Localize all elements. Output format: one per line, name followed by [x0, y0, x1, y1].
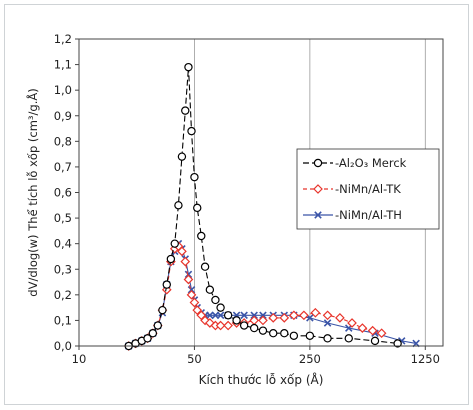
legend-marker	[314, 211, 322, 219]
axis-ticks: 10 50 250 1250 0,0 0,1 0,2 0,3 0,4 0,5 0,6 0,7 0,8 0,…	[54, 32, 440, 366]
data-point	[177, 246, 187, 257]
y-axis-label: dV/dlog(w) Thể tích lỗ xốp (cm³/g.Å)	[25, 88, 40, 296]
data-point	[183, 274, 194, 285]
data-point	[180, 256, 191, 267]
data-point	[153, 321, 162, 330]
data-point	[205, 285, 215, 294]
data-point	[187, 126, 196, 136]
y-tick-label: 0,0	[54, 339, 72, 353]
data-point	[177, 152, 187, 161]
data-point	[223, 320, 233, 331]
y-tick-label: 0,5	[54, 211, 72, 225]
data-point	[357, 323, 368, 333]
data-point	[211, 295, 220, 305]
data-point	[158, 305, 167, 315]
data-point	[197, 231, 206, 241]
data-point	[187, 285, 196, 294]
y-tick-label: 1,1	[54, 58, 72, 72]
y-tick-label: 0,4	[54, 237, 72, 251]
data-point	[305, 331, 315, 340]
data-point	[206, 311, 214, 320]
data-point	[370, 336, 380, 346]
y-tick-label: 0,6	[54, 186, 72, 200]
data-point	[269, 329, 278, 338]
legend: -Al₂O₃ Merck -NiMn/Al-TK -NiMn/Al-TH	[296, 148, 440, 230]
legend-label: -NiMn/Al-TH	[335, 208, 402, 222]
data-point	[223, 311, 233, 320]
data-point	[250, 311, 258, 320]
x-tick-label: 1250	[411, 352, 440, 366]
y-tick-label: 1,2	[54, 32, 72, 46]
data-point	[323, 334, 332, 343]
data-point	[280, 329, 289, 338]
data-point	[289, 310, 299, 321]
data-point	[200, 262, 210, 271]
x-tick-label: 10	[72, 352, 87, 366]
data-point	[174, 201, 183, 210]
series-layer	[123, 62, 420, 351]
legend-marker	[313, 184, 323, 194]
data-point	[376, 328, 387, 339]
data-point	[143, 334, 152, 343]
data-point	[181, 106, 190, 115]
y-tick-label: 0,7	[54, 160, 72, 174]
data-point	[192, 305, 203, 316]
data-point	[240, 311, 248, 320]
data-point	[393, 339, 402, 348]
y-tick-label: 0,9	[54, 109, 72, 123]
series-1	[123, 241, 387, 351]
legend-label: -Al₂O₃ Merck	[335, 156, 407, 170]
data-point	[166, 254, 176, 264]
data-point	[322, 310, 333, 321]
legend-label: -NiMn/Al-TK	[335, 182, 401, 196]
data-point	[193, 203, 202, 213]
data-point	[216, 303, 225, 312]
data-point	[367, 325, 378, 336]
data-point	[216, 311, 225, 320]
x-tick-label: 50	[187, 352, 202, 366]
data-point	[148, 329, 158, 338]
data-point	[215, 320, 226, 331]
data-point	[189, 297, 200, 308]
data-point	[162, 280, 171, 289]
data-point	[259, 311, 267, 320]
data-point	[170, 239, 179, 248]
legend-marker	[313, 158, 323, 168]
data-point	[239, 321, 249, 330]
x-tick-label: 250	[299, 352, 321, 366]
data-point	[184, 270, 193, 279]
y-tick-label: 0,2	[54, 288, 72, 302]
data-point	[347, 318, 357, 328]
data-point	[289, 331, 299, 340]
pore-size-distribution-chart: 10 50 250 1250 0,0 0,1 0,2 0,3 0,4 0,5 0,6 0,7 0,8 0,…	[25, 32, 444, 387]
data-point	[196, 310, 207, 321]
data-point	[344, 334, 353, 343]
series-0	[124, 62, 402, 351]
x-axis-label: Kích thước lỗ xốp (Å)	[199, 372, 324, 387]
y-tick-label: 0,3	[54, 262, 72, 276]
chart-frame: 10 50 250 1250 0,0 0,1 0,2 0,3 0,4 0,5 0,6 0,7 0,8 0,…	[4, 4, 469, 405]
data-point	[279, 313, 290, 323]
data-point	[323, 319, 332, 327]
data-point	[258, 315, 268, 326]
data-point	[310, 307, 321, 318]
y-tick-label: 0,8	[54, 134, 72, 148]
data-point	[184, 62, 193, 72]
y-tick-label: 1,0	[54, 83, 72, 97]
data-point	[186, 289, 197, 300]
data-point	[232, 316, 241, 325]
data-point	[190, 172, 199, 182]
data-point	[299, 310, 309, 321]
data-point	[258, 326, 268, 335]
y-tick-label: 0,1	[54, 313, 72, 327]
data-point	[268, 313, 279, 323]
data-point	[335, 313, 345, 323]
data-point	[249, 323, 259, 333]
